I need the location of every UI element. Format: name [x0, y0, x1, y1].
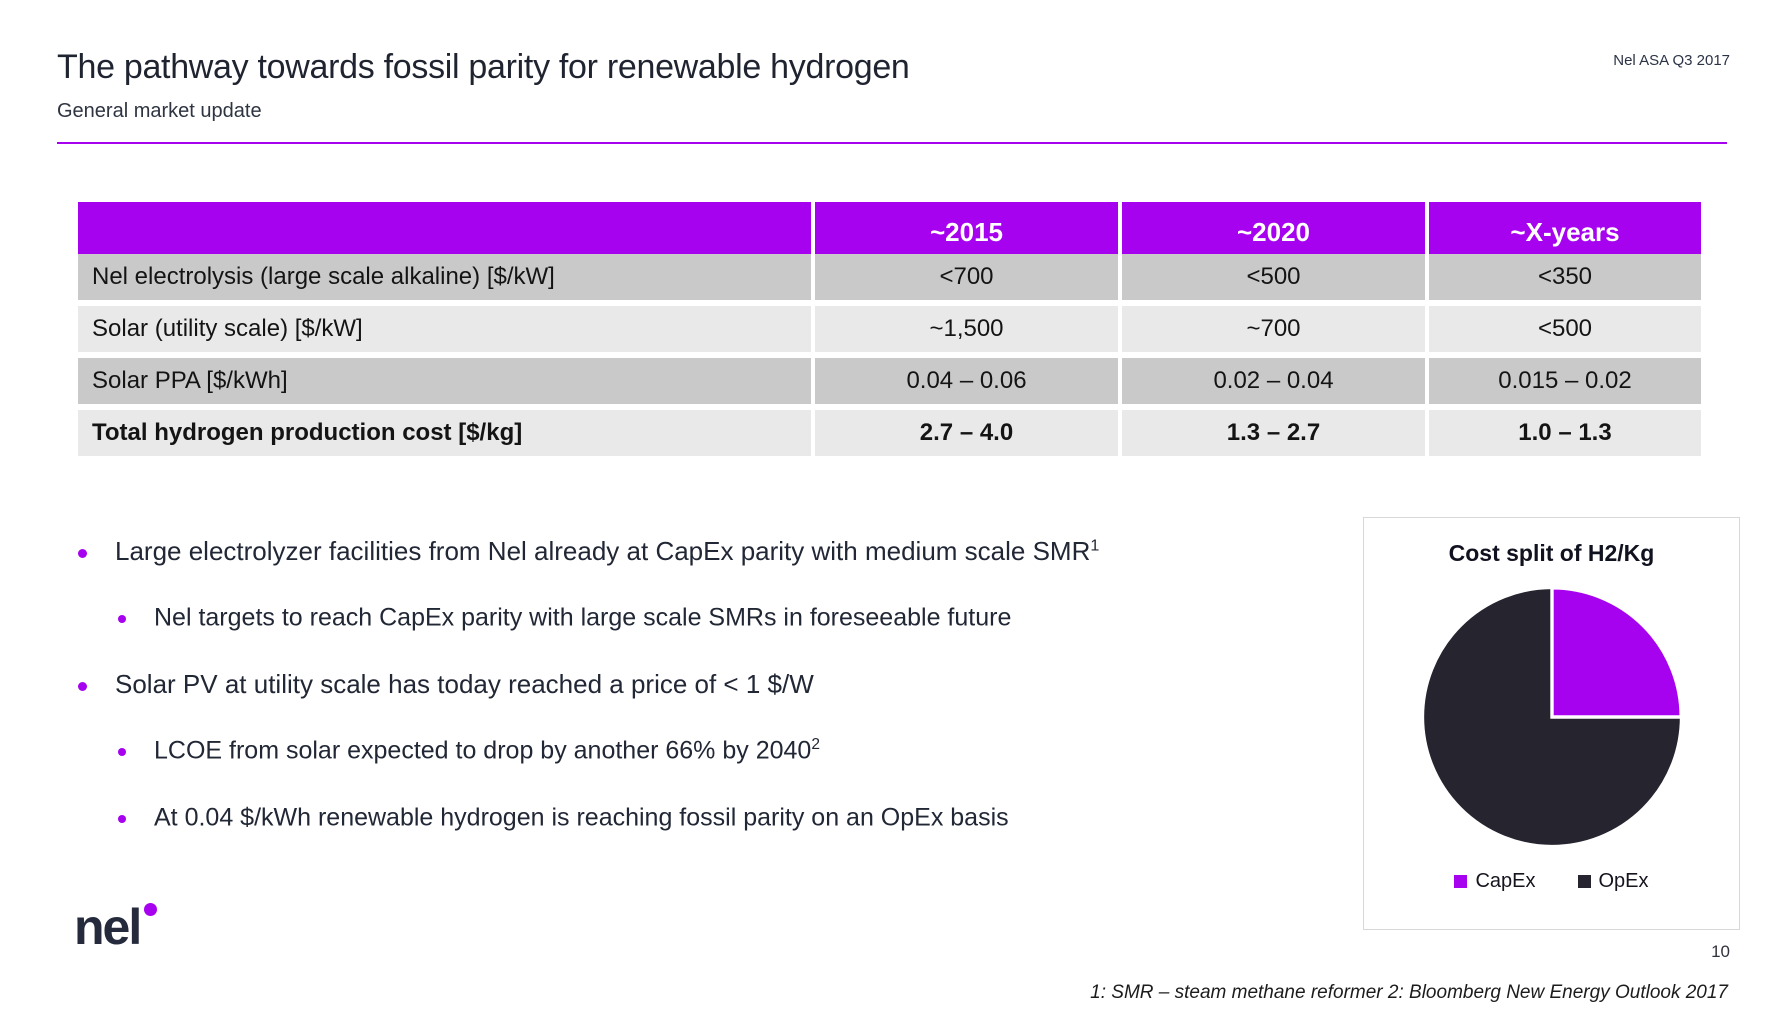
bullet-icon [118, 814, 126, 823]
bullet-icon [118, 615, 126, 623]
bullet-text: LCOE from solar expected to drop by anot… [154, 736, 820, 765]
pie-chart-panel: Cost split of H2/Kg CapEx OpEx [1363, 517, 1740, 930]
cost-table: ~2015 ~2020 ~X-years Nel electrolysis (l… [78, 202, 1704, 456]
footnote-ref: 2 [811, 736, 820, 754]
table-cell: ~700 [1122, 306, 1425, 352]
header-meta: Nel ASA Q3 2017 [1613, 52, 1730, 69]
bullet-text: At 0.04 $/kWh renewable hydrogen is reac… [154, 802, 1009, 831]
table-cell: <500 [1429, 306, 1701, 352]
table-row-label: Nel electrolysis (large scale alkaline) … [78, 254, 811, 300]
table-cell: <500 [1122, 254, 1425, 300]
table-header-2020: ~2020 [1122, 202, 1425, 262]
table-cell: <700 [815, 254, 1118, 300]
bullet-icon [78, 682, 87, 692]
page-title: The pathway towards fossil parity for re… [57, 48, 910, 86]
table-cell: 0.04 – 0.06 [815, 358, 1118, 404]
page-number: 10 [1711, 942, 1730, 961]
table-cell: 1.3 – 2.7 [1122, 410, 1425, 456]
logo-dot-icon [144, 903, 158, 916]
chart-title: Cost split of H2/Kg [1448, 540, 1655, 566]
table-cell: <350 [1429, 254, 1701, 300]
table-header-blank [78, 202, 811, 262]
nel-logo: nel [74, 898, 158, 956]
legend-item-opex: OpEx [1577, 870, 1649, 893]
table-cell: 0.015 – 0.02 [1429, 358, 1701, 404]
table-cell: ~1,500 [815, 306, 1118, 352]
table-cell: 2.7 – 4.0 [815, 410, 1118, 456]
pie-chart [1416, 581, 1688, 858]
list-item: LCOE from solar expected to drop by anot… [118, 736, 1318, 765]
list-item: Large electrolyzer facilities from Nel a… [78, 536, 1318, 567]
table-cell: 0.02 – 0.04 [1122, 358, 1425, 404]
pie-slice-capex [1549, 586, 1683, 719]
legend-item-capex: CapEx [1454, 870, 1536, 893]
table-row-label-total: Total hydrogen production cost [$/kg] [78, 410, 811, 456]
table-cell: 1.0 – 1.3 [1429, 410, 1701, 456]
bullet-text: Large electrolyzer facilities from Nel a… [115, 536, 1100, 566]
bullet-icon [78, 549, 87, 558]
list-item: At 0.04 $/kWh renewable hydrogen is reac… [118, 803, 1318, 832]
table-row-label: Solar PPA [$/kWh] [78, 358, 811, 404]
table-header-xyears: ~X-years [1429, 202, 1701, 262]
capex-swatch-icon [1454, 875, 1468, 888]
opex-swatch-icon [1577, 875, 1591, 888]
bullet-text: Nel targets to reach CapEx parity with l… [154, 603, 1012, 632]
footnote: 1: SMR – steam methane reformer 2: Bloom… [1090, 982, 1728, 1003]
bullet-icon [118, 748, 126, 757]
bullet-text: Solar PV at utility scale has today reac… [115, 669, 814, 700]
list-item: Solar PV at utility scale has today reac… [78, 669, 1318, 700]
table-row-label: Solar (utility scale) [$/kW] [78, 306, 811, 352]
footnote-ref: 1 [1090, 536, 1100, 555]
header-divider [57, 142, 1727, 144]
chart-legend: CapEx OpEx [1454, 870, 1649, 893]
bullet-list: Large electrolyzer facilities from Nel a… [78, 536, 1318, 869]
legend-label: CapEx [1475, 870, 1536, 892]
page-subtitle: General market update [57, 100, 262, 122]
list-item: Nel targets to reach CapEx parity with l… [118, 603, 1318, 632]
table-header-2015: ~2015 [815, 202, 1118, 262]
pie-chart-svg [1420, 586, 1683, 848]
legend-label: OpEx [1598, 870, 1649, 892]
